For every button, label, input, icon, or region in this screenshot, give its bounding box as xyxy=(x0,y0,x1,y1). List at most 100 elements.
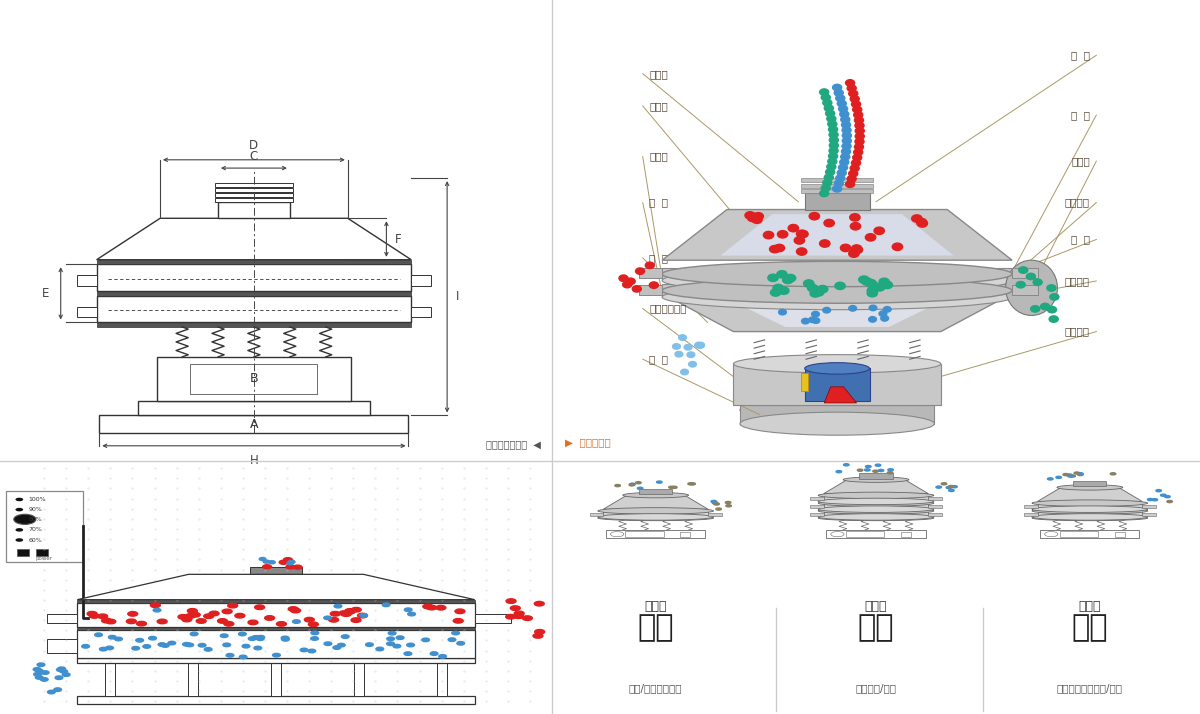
Circle shape xyxy=(533,633,542,638)
Circle shape xyxy=(136,638,144,642)
Polygon shape xyxy=(97,218,412,260)
Bar xyxy=(929,513,942,516)
Circle shape xyxy=(626,278,635,285)
Circle shape xyxy=(448,638,456,641)
Circle shape xyxy=(102,618,112,623)
Circle shape xyxy=(859,276,869,283)
Circle shape xyxy=(293,565,302,569)
Circle shape xyxy=(826,110,835,116)
Circle shape xyxy=(848,171,858,177)
Circle shape xyxy=(436,605,446,610)
Circle shape xyxy=(346,610,355,614)
Circle shape xyxy=(239,655,247,659)
Circle shape xyxy=(1048,306,1056,313)
Bar xyxy=(589,513,604,516)
Bar xyxy=(606,530,706,538)
Circle shape xyxy=(809,213,820,220)
Circle shape xyxy=(404,652,412,655)
Circle shape xyxy=(853,149,863,156)
Polygon shape xyxy=(668,297,1006,331)
Circle shape xyxy=(89,613,100,618)
Bar xyxy=(1024,505,1038,508)
Circle shape xyxy=(847,176,857,182)
Circle shape xyxy=(154,608,161,612)
Circle shape xyxy=(248,637,256,640)
Circle shape xyxy=(404,608,412,611)
Circle shape xyxy=(846,181,854,188)
Circle shape xyxy=(217,618,228,623)
Circle shape xyxy=(820,190,829,196)
Circle shape xyxy=(283,558,293,562)
Circle shape xyxy=(808,284,818,292)
Circle shape xyxy=(853,106,862,113)
Circle shape xyxy=(842,143,851,149)
Circle shape xyxy=(1040,303,1050,310)
Circle shape xyxy=(630,483,635,486)
Text: 90%: 90% xyxy=(29,507,42,512)
Circle shape xyxy=(1063,473,1068,476)
Bar xyxy=(1040,530,1140,538)
Circle shape xyxy=(454,618,463,623)
Circle shape xyxy=(785,274,796,282)
Circle shape xyxy=(269,560,275,564)
Bar xyxy=(1012,285,1038,295)
Circle shape xyxy=(688,352,695,358)
Text: I: I xyxy=(456,291,458,303)
Bar xyxy=(17,549,29,555)
Bar xyxy=(733,364,941,406)
Bar xyxy=(810,497,823,501)
Circle shape xyxy=(878,278,889,286)
Polygon shape xyxy=(823,480,929,493)
Circle shape xyxy=(1031,306,1039,312)
Circle shape xyxy=(185,614,196,618)
Bar xyxy=(97,260,412,264)
Circle shape xyxy=(821,94,830,101)
Circle shape xyxy=(114,637,122,640)
Circle shape xyxy=(868,287,877,294)
Circle shape xyxy=(1078,473,1084,476)
Circle shape xyxy=(1067,474,1073,476)
Bar xyxy=(218,202,290,218)
Circle shape xyxy=(713,502,718,504)
Ellipse shape xyxy=(818,498,934,505)
Circle shape xyxy=(168,641,175,645)
Circle shape xyxy=(48,690,55,694)
Circle shape xyxy=(108,635,116,639)
Circle shape xyxy=(656,481,662,483)
Circle shape xyxy=(16,518,23,521)
Circle shape xyxy=(824,219,834,227)
Circle shape xyxy=(457,642,464,645)
Circle shape xyxy=(811,311,820,317)
Circle shape xyxy=(311,637,318,640)
Circle shape xyxy=(16,538,23,542)
Ellipse shape xyxy=(598,513,714,521)
Circle shape xyxy=(804,280,814,287)
Circle shape xyxy=(629,484,635,486)
Circle shape xyxy=(352,608,361,612)
Circle shape xyxy=(872,470,878,472)
Bar xyxy=(1142,505,1156,508)
Bar xyxy=(802,373,808,391)
Circle shape xyxy=(850,213,860,221)
Bar xyxy=(437,663,446,695)
Ellipse shape xyxy=(662,278,1012,303)
Circle shape xyxy=(293,620,300,623)
Circle shape xyxy=(97,614,108,618)
Bar xyxy=(859,473,893,478)
Text: 60%: 60% xyxy=(29,538,42,543)
Circle shape xyxy=(868,281,877,288)
Circle shape xyxy=(868,289,877,297)
Circle shape xyxy=(829,131,838,138)
Circle shape xyxy=(1049,316,1058,322)
Circle shape xyxy=(127,612,138,616)
Circle shape xyxy=(505,615,516,619)
Circle shape xyxy=(636,482,641,484)
Bar xyxy=(191,364,317,393)
Circle shape xyxy=(637,487,643,489)
Circle shape xyxy=(394,644,401,648)
Ellipse shape xyxy=(598,508,714,514)
Bar xyxy=(662,268,1012,281)
Bar xyxy=(1115,532,1124,537)
Bar xyxy=(97,291,412,296)
Circle shape xyxy=(835,282,845,290)
